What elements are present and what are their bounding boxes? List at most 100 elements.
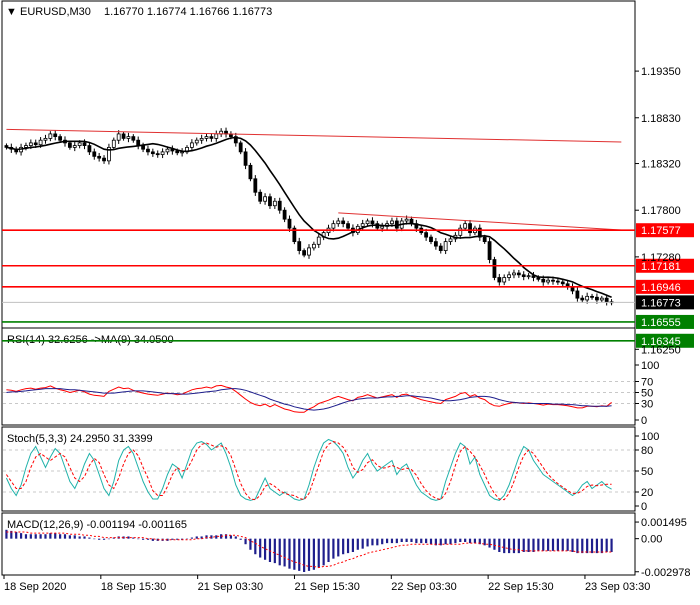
candle-body — [48, 133, 53, 139]
macd-histogram-bar — [454, 538, 457, 544]
candle-body — [38, 139, 43, 146]
candle-body — [599, 297, 604, 301]
collapse-arrow-icon[interactable]: ▼ — [6, 6, 17, 18]
macd-histogram-bar — [415, 538, 418, 544]
candle-body — [87, 145, 92, 153]
trend-line — [6, 128, 622, 143]
candle-body — [287, 218, 292, 229]
candle-body — [497, 277, 502, 283]
candle-body — [282, 209, 287, 220]
candle-body — [72, 145, 77, 148]
price-level-label: 1.16345 — [641, 336, 681, 348]
candle-body — [82, 142, 87, 146]
candle-body — [560, 281, 565, 285]
macd-histogram-bar — [107, 538, 111, 540]
candle-body — [311, 243, 316, 249]
stoch-series-line — [5, 441, 612, 501]
candle-body — [541, 278, 546, 283]
macd-histogram-bar — [273, 538, 276, 564]
candle-body — [551, 279, 555, 282]
candle-body — [336, 220, 341, 225]
candle-body — [302, 250, 307, 256]
candle-body — [53, 133, 58, 138]
macd-histogram-bar — [78, 536, 81, 539]
price-level-tag — [636, 258, 694, 273]
current-price-tag — [636, 295, 694, 310]
macd-histogram-bar — [356, 538, 359, 550]
candle-body — [502, 277, 507, 283]
candle-body — [380, 225, 385, 229]
rsi-panel-frame — [1, 327, 636, 426]
macd-histogram-bar — [493, 538, 496, 550]
macd-histogram-bar — [185, 538, 189, 540]
macd-histogram-bar — [263, 538, 267, 560]
price-axis-label: 1.18320 — [641, 159, 681, 171]
candle-body — [443, 241, 448, 251]
candle-body — [468, 223, 472, 234]
axes-layer: 1.19350 1.18830 1.18320 1.17800 1.17280 1.162… — [3, 66, 691, 593]
rsi-axis-label: 0 — [641, 415, 647, 427]
macd-histogram-bar — [390, 538, 394, 544]
time-axis-label: 21 Sep 15:30 — [294, 581, 359, 593]
price-axis-label: 1.17280 — [641, 252, 681, 264]
macd-histogram-bar — [434, 538, 437, 546]
candle-body — [346, 223, 350, 229]
macd-histogram-bar — [600, 538, 603, 554]
macd-histogram-bar — [429, 538, 433, 545]
candle-body — [131, 136, 136, 141]
candle-body — [33, 142, 38, 146]
candle-body — [209, 136, 214, 139]
macd-histogram-bar — [473, 538, 477, 544]
macd-histogram-bar — [210, 535, 213, 539]
macd-histogram-bar — [322, 538, 325, 566]
macd-histogram-bar — [29, 534, 32, 539]
stoch-axis-label: 0 — [641, 501, 647, 513]
candle-body — [175, 150, 180, 154]
price-panel-frame — [1, 0, 636, 354]
candle-body — [258, 191, 263, 202]
macd-histogram-bar — [254, 538, 257, 555]
macd-histogram-bar — [376, 538, 379, 546]
macd-histogram-bar — [98, 538, 101, 540]
candle-body — [370, 220, 375, 225]
candle-body — [116, 133, 121, 141]
macd-histogram-bar — [337, 538, 340, 557]
candle-body — [595, 296, 599, 301]
macd-histogram-bar — [439, 538, 442, 546]
rsi-layer — [3, 381, 634, 413]
macd-histogram-bar — [507, 538, 511, 554]
macd-histogram-bar — [127, 536, 130, 539]
price-axis-label: 1.18830 — [641, 113, 681, 125]
macd-histogram-bar — [542, 538, 545, 551]
macd-histogram-bar — [176, 538, 179, 540]
macd-histogram-bar — [312, 538, 315, 570]
candle-body — [331, 223, 336, 229]
candle-body — [28, 142, 33, 146]
rsi-axis-label: 50 — [641, 388, 653, 400]
macd-histogram-bar — [5, 529, 8, 539]
candle-body — [307, 247, 311, 256]
macd-histogram-bar — [498, 538, 501, 552]
macd-histogram-bar — [224, 534, 228, 539]
macd-histogram-bar — [298, 538, 301, 571]
candle-body — [233, 136, 238, 144]
candle-body — [585, 295, 590, 301]
candle-body — [58, 136, 63, 141]
candle-body — [424, 232, 429, 238]
macd-histogram-bar — [464, 538, 467, 542]
macd-histogram-bar — [195, 536, 198, 539]
macd-histogram-bar — [49, 533, 52, 539]
macd-title: MACD(12,26,9) -0.001194 -0.001165 — [7, 519, 187, 531]
macd-histogram-bar — [303, 538, 306, 572]
candle-body — [263, 196, 267, 202]
price-level-tag — [636, 279, 694, 294]
macd-histogram-bar — [571, 538, 574, 552]
candle-body — [512, 272, 516, 276]
macd-histogram-bar — [537, 538, 540, 551]
price-level-tag — [636, 314, 694, 329]
candle-body — [43, 138, 48, 141]
candle-body — [102, 157, 106, 162]
trend-line — [338, 212, 622, 231]
